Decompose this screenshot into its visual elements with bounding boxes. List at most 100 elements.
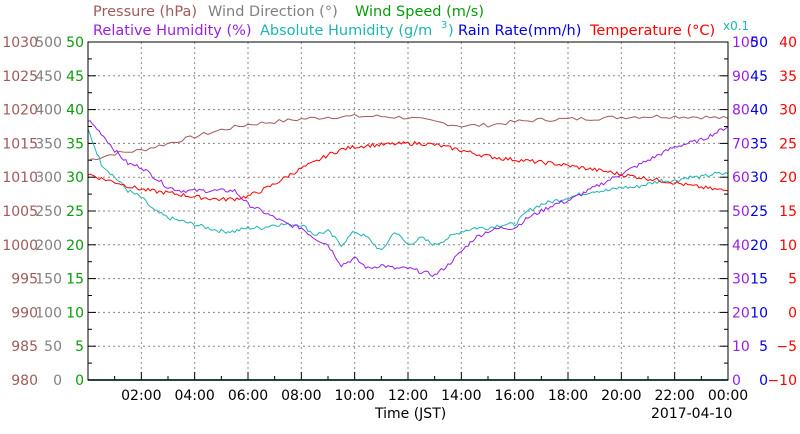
- wind-direction-tick-label: 200: [35, 238, 62, 254]
- relative-humidity-tick-label: 50: [732, 204, 750, 220]
- x-tick-label: 08:00: [281, 388, 321, 404]
- relative-humidity-tick-label: 70: [732, 136, 750, 152]
- legend-rain-rate: Rain Rate(mm/h): [458, 23, 581, 39]
- wind-speed-tick-label: 0: [75, 373, 84, 389]
- temperature-tick-label: 15: [779, 204, 797, 220]
- wind-speed-tick-label: 5: [75, 339, 84, 355]
- temperature-tick-label: 0: [788, 305, 797, 321]
- temperature-tick-label: 5: [788, 272, 797, 288]
- pressure-tick-label: 995: [11, 272, 38, 288]
- wind-direction-tick-label: 450: [35, 69, 62, 85]
- temperature-tick-label: 20: [779, 170, 797, 186]
- plot-grid: [88, 42, 728, 380]
- series-absolute-humidity-g-m: [87, 128, 729, 251]
- rain-rate-tick-label: 20: [750, 238, 768, 254]
- pressure-tick-label: 1030: [2, 35, 38, 51]
- rain-rate-tick-label: 25: [750, 204, 768, 220]
- temperature-tick-label: 30: [779, 103, 797, 119]
- legend-absolute-humidity-superscript: 3: [441, 20, 447, 31]
- x-tick-label: 14:00: [441, 388, 481, 404]
- wind-direction-tick-label: 350: [35, 136, 62, 152]
- rain-rate-tick-label: 35: [750, 136, 768, 152]
- wind-direction-tick-label: 250: [35, 204, 62, 220]
- relative-humidity-tick-label: 80: [732, 103, 750, 119]
- legend-pressure: Pressure (hPa): [93, 4, 197, 20]
- wind-speed-tick-label: 50: [66, 35, 84, 51]
- pressure-tick-label: 1010: [2, 170, 38, 186]
- wind-speed-tick-label: 10: [66, 305, 84, 321]
- wind-direction-tick-label: 150: [35, 272, 62, 288]
- legend-relative-humidity: Relative Humidity (%): [93, 23, 252, 39]
- relative-humidity-tick-label: 0: [732, 373, 741, 389]
- pressure-tick-label: 1000: [2, 238, 38, 254]
- series-temperature-c: [87, 140, 729, 202]
- relative-humidity-tick-label: 10: [732, 339, 750, 355]
- wind-speed-tick-label: 30: [66, 170, 84, 186]
- x-tick-label: 04:00: [174, 388, 214, 404]
- wind-direction-tick-label: 300: [35, 170, 62, 186]
- legend-absolute-humidity-close: ): [448, 23, 454, 39]
- legend-temperature: Temperature (°C): [589, 23, 715, 39]
- pressure-tick-label: 985: [11, 339, 38, 355]
- legend-multiplier: x0.1: [723, 19, 749, 33]
- rain-rate-tick-label: 30: [750, 170, 768, 186]
- temperature-tick-label: 35: [779, 69, 797, 85]
- temperature-tick-label: 25: [779, 136, 797, 152]
- relative-humidity-tick-label: 20: [732, 305, 750, 321]
- x-tick-label: 18:00: [548, 388, 588, 404]
- relative-humidity-tick-label: 40: [732, 238, 750, 254]
- x-tick-label: 22:00: [654, 388, 694, 404]
- wind-direction-tick-label: 500: [35, 35, 62, 51]
- wind-speed-tick-label: 40: [66, 103, 84, 119]
- x-tick-label: 00:00: [708, 388, 748, 404]
- rain-rate-tick-label: 10: [750, 305, 768, 321]
- rain-rate-tick-label: 40: [750, 103, 768, 119]
- x-tick-label: 06:00: [228, 388, 268, 404]
- pressure-tick-label: 1015: [2, 136, 38, 152]
- x-tick-label: 20:00: [601, 388, 641, 404]
- pressure-tick-label: 980: [11, 373, 38, 389]
- rain-rate-tick-label: 0: [759, 373, 768, 389]
- wind-speed-tick-label: 15: [66, 272, 84, 288]
- temperature-tick-label: −5: [776, 339, 797, 355]
- right-axes: 1009080706050403020100504540353025201510…: [720, 35, 797, 389]
- pressure-tick-label: 990: [11, 305, 38, 321]
- rain-rate-tick-label: 50: [750, 35, 768, 51]
- legend-absolute-humidity: Absolute Humidity (g/m: [260, 23, 432, 39]
- wind-speed-tick-label: 25: [66, 204, 84, 220]
- wind-direction-tick-label: 0: [53, 373, 62, 389]
- wind-speed-tick-label: 20: [66, 238, 84, 254]
- x-axis-label: Time (JST): [374, 406, 446, 422]
- relative-humidity-tick-label: 90: [732, 69, 750, 85]
- plot-frame: [87, 41, 729, 381]
- pressure-tick-label: 1025: [2, 69, 38, 85]
- legend-wind-speed: Wind Speed (m/s): [355, 4, 484, 20]
- rain-rate-tick-label: 45: [750, 69, 768, 85]
- rain-rate-tick-label: 15: [750, 272, 768, 288]
- pressure-tick-label: 1005: [2, 204, 38, 220]
- x-axis-date: 2017-04-10: [651, 406, 732, 422]
- legend-wind-direction: Wind Direction (°): [208, 4, 338, 20]
- wind-speed-tick-label: 35: [66, 136, 84, 152]
- x-tick-label: 12:00: [388, 388, 428, 404]
- temperature-tick-label: 10: [779, 238, 797, 254]
- series-relative-humidity: [87, 120, 729, 278]
- temperature-tick-label: 40: [779, 35, 797, 51]
- relative-humidity-tick-label: 30: [732, 272, 750, 288]
- series-pressure-hpa: [87, 113, 729, 161]
- relative-humidity-tick-label: 100: [732, 35, 759, 51]
- x-tick-label: 02:00: [121, 388, 161, 404]
- temperature-tick-label: −10: [767, 373, 797, 389]
- wind-direction-tick-label: 400: [35, 103, 62, 119]
- x-tick-label: 16:00: [494, 388, 534, 404]
- wind-direction-tick-label: 100: [35, 305, 62, 321]
- wind-direction-tick-label: 50: [44, 339, 62, 355]
- x-axis-ticks: 02:00 04:00 06:00 08:00 10:00 12:00 14:00 16:00…: [114, 372, 748, 404]
- rain-rate-tick-label: 5: [759, 339, 768, 355]
- x-tick-label: 10:00: [334, 388, 374, 404]
- pressure-tick-label: 1020: [2, 103, 38, 119]
- wind-speed-tick-label: 45: [66, 69, 84, 85]
- relative-humidity-tick-label: 60: [732, 170, 750, 186]
